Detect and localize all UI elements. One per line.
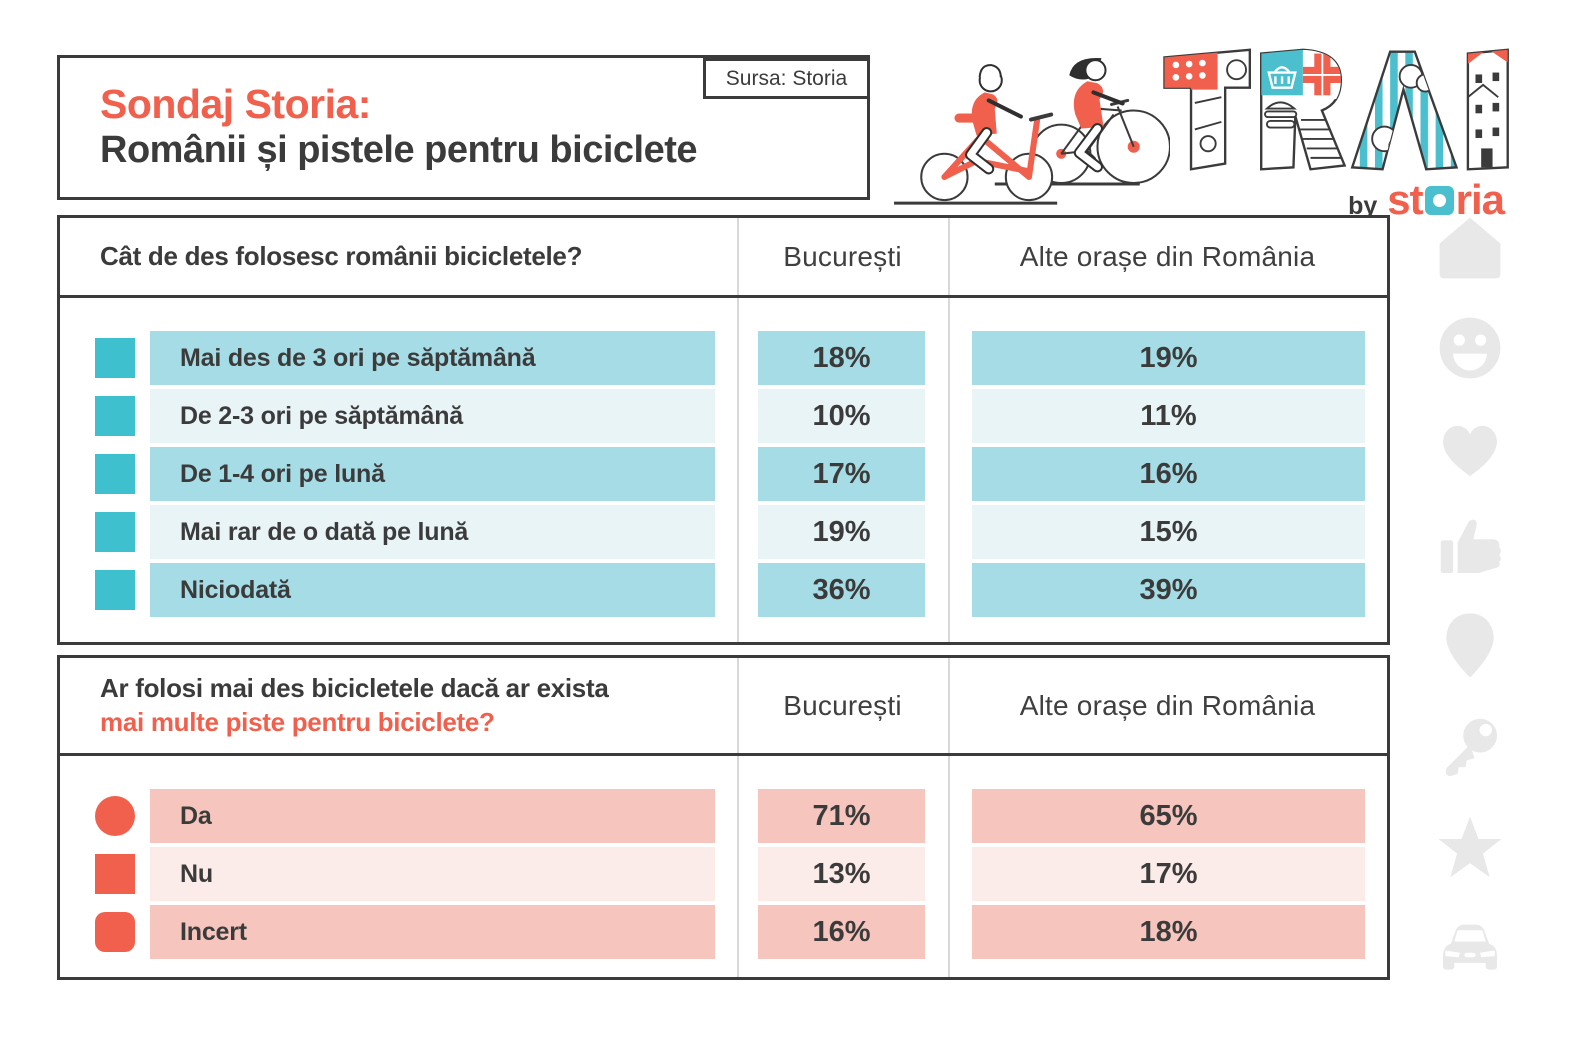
value-bucuresti: 10% xyxy=(758,389,925,443)
table-row: De 1-4 ori pe lună 17% 16% xyxy=(60,447,1387,501)
location-pin-icon xyxy=(1434,610,1506,682)
value-bucuresti: 16% xyxy=(758,905,925,959)
square-marker-icon xyxy=(95,512,135,552)
source-label: Sursa: Storia xyxy=(725,66,848,90)
cyclists-illustration xyxy=(888,40,1171,212)
marker-wrap xyxy=(95,789,135,843)
column-divider xyxy=(737,218,739,642)
rounded-marker-icon xyxy=(95,912,135,952)
square-marker-icon xyxy=(95,854,135,894)
column-header-alte-orase: Alte orașe din România xyxy=(1019,689,1316,721)
table-body: Da 71% 65% Nu 13% 17% Incert 16% 18% xyxy=(60,756,1387,959)
trai-letters-icon xyxy=(1163,48,1509,171)
storia-text-right: ria xyxy=(1455,176,1505,223)
question-text-line2: mai multe piste pentru biciclete? xyxy=(100,706,495,737)
column-divider xyxy=(737,658,739,977)
marker-wrap xyxy=(95,331,135,385)
question-text: Cât de des folosesc românii bicicletele? xyxy=(100,240,583,271)
column-divider xyxy=(948,218,950,642)
page-title-accent: Sondaj Storia: xyxy=(100,81,371,127)
table-body: Mai des de 3 ori pe săptămână 18% 19% De 2-… xyxy=(60,298,1387,617)
square-marker-icon xyxy=(95,396,135,436)
column-header-bucuresti: București xyxy=(783,240,902,272)
square-marker-icon xyxy=(95,570,135,610)
value-bucuresti: 18% xyxy=(758,331,925,385)
row-label: Da xyxy=(150,789,715,843)
storia-text-left: st xyxy=(1387,176,1423,223)
value-alte-orase: 18% xyxy=(972,905,1365,959)
table-row: Da 71% 65% xyxy=(60,789,1387,843)
table-header: Ar folosi mai des bicicletele dacă ar ex… xyxy=(60,658,1387,756)
square-marker-icon xyxy=(95,338,135,378)
column-header-alte-orase: Alte orașe din România xyxy=(1019,240,1316,272)
source-box: Sursa: Storia xyxy=(703,58,870,99)
key-icon xyxy=(1434,712,1506,784)
row-label: Mai des de 3 ori pe săptămână xyxy=(150,331,715,385)
heart-icon xyxy=(1434,412,1506,484)
bike-lanes-table: Ar folosi mai des bicicletele dacă ar ex… xyxy=(57,655,1390,980)
column-header-bucuresti: București xyxy=(783,689,902,721)
row-label: Mai rar de o dată pe lună xyxy=(150,505,715,559)
row-label: Niciodată xyxy=(150,563,715,617)
value-alte-orase: 11% xyxy=(972,389,1365,443)
value-alte-orase: 16% xyxy=(972,447,1365,501)
square-marker-icon xyxy=(95,454,135,494)
circle-marker-icon xyxy=(95,796,135,836)
value-alte-orase: 15% xyxy=(972,505,1365,559)
marker-wrap xyxy=(95,447,135,501)
value-alte-orase: 65% xyxy=(972,789,1365,843)
marker-wrap xyxy=(95,847,135,901)
row-label: De 1-4 ori pe lună xyxy=(150,447,715,501)
home-icon xyxy=(1434,212,1506,284)
storia-wordmark: st ria xyxy=(1387,176,1505,224)
value-bucuresti: 17% xyxy=(758,447,925,501)
table-row: Mai des de 3 ori pe săptămână 18% 19% xyxy=(60,331,1387,385)
table-row: De 2-3 ori pe săptămână 10% 11% xyxy=(60,389,1387,443)
smiley-icon xyxy=(1434,312,1506,384)
column-divider xyxy=(948,658,950,977)
storia-o-icon xyxy=(1424,185,1454,215)
row-label: Nu xyxy=(150,847,715,901)
table-row: Mai rar de o dată pe lună 19% 15% xyxy=(60,505,1387,559)
bicycle-riders-icon xyxy=(894,57,1171,205)
star-icon xyxy=(1434,812,1506,884)
thumbs-up-icon xyxy=(1434,510,1506,582)
title-box: Sondaj Storia: Românii și pistele pentru… xyxy=(57,55,870,200)
table-row: Niciodată 36% 39% xyxy=(60,563,1387,617)
table-header: Cât de des folosesc românii bicicletele?… xyxy=(60,218,1387,298)
table-row: Nu 13% 17% xyxy=(60,847,1387,901)
value-bucuresti: 19% xyxy=(758,505,925,559)
value-bucuresti: 13% xyxy=(758,847,925,901)
table-row: Incert 16% 18% xyxy=(60,905,1387,959)
question-cell: Cât de des folosesc românii bicicletele? xyxy=(60,218,737,295)
value-bucuresti: 36% xyxy=(758,563,925,617)
car-icon xyxy=(1434,910,1506,982)
value-alte-orase: 39% xyxy=(972,563,1365,617)
frequency-table: Cât de des folosesc românii bicicletele?… xyxy=(57,215,1390,645)
question-cell: Ar folosi mai des bicicletele dacă ar ex… xyxy=(60,658,737,753)
marker-wrap xyxy=(95,505,135,559)
value-alte-orase: 19% xyxy=(972,331,1365,385)
row-label: De 2-3 ori pe săptămână xyxy=(150,389,715,443)
marker-wrap xyxy=(95,905,135,959)
icon-sidebar xyxy=(1434,212,1506,1012)
question-text-line1: Ar folosi mai des bicicletele dacă ar ex… xyxy=(100,672,609,703)
row-label: Incert xyxy=(150,905,715,959)
marker-wrap xyxy=(95,389,135,443)
page-title-main: Românii și pistele pentru biciclete xyxy=(100,128,698,171)
value-alte-orase: 17% xyxy=(972,847,1365,901)
marker-wrap xyxy=(95,563,135,617)
value-bucuresti: 71% xyxy=(758,789,925,843)
trai-logo: by st ria xyxy=(1158,46,1518,223)
